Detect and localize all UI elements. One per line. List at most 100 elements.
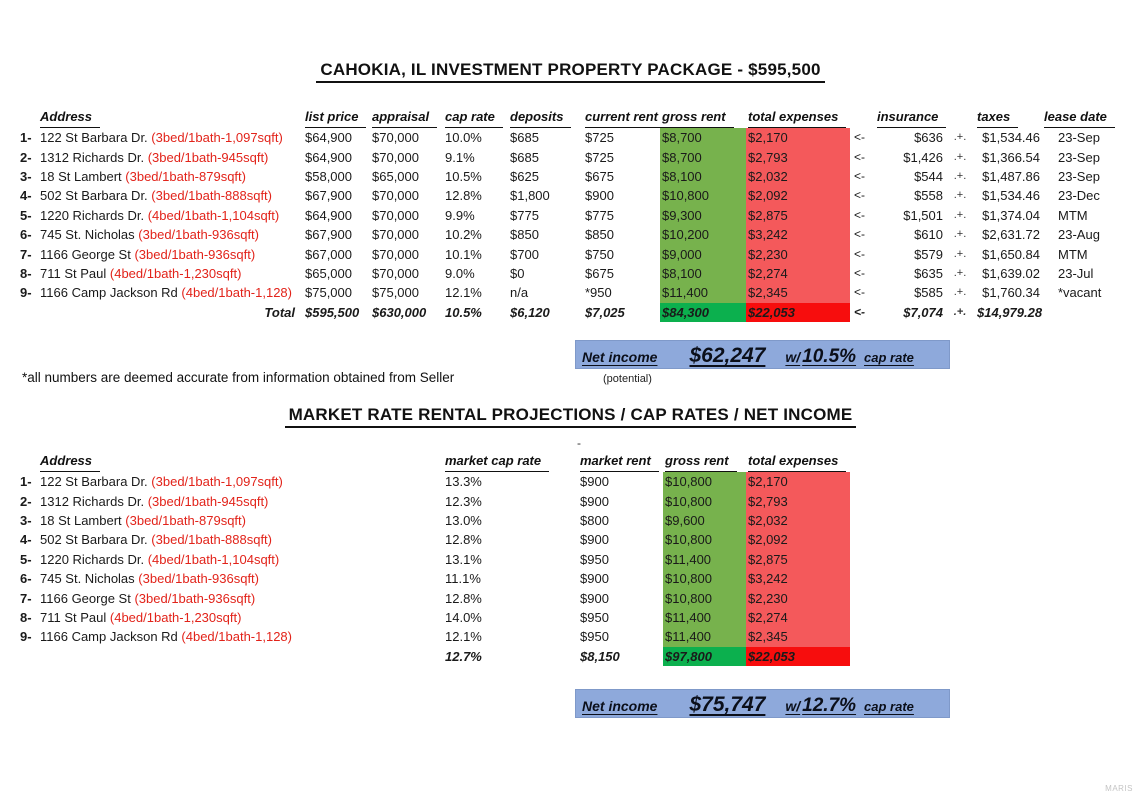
- appraisal-cell: $70,000: [372, 227, 419, 243]
- total-expenses-cell: $2,875: [746, 205, 850, 225]
- total-market-rent: $8,150: [580, 648, 620, 664]
- plus-separator: .+.: [953, 286, 967, 299]
- net-income-label: Net income: [582, 698, 658, 714]
- lease-date-cell: 23-Jul: [1058, 265, 1094, 281]
- arrow-left-icon: <-: [854, 285, 866, 300]
- list-price-cell: $67,900: [305, 227, 352, 243]
- insurance-cell: $544: [914, 168, 943, 184]
- cap-rate-cell: 10.0%: [445, 130, 482, 146]
- potential-note: (potential): [603, 373, 652, 385]
- total-label: Total: [264, 304, 295, 320]
- net-income-bar: Net income $75,747 w/ 12.7% cap rate: [575, 689, 950, 718]
- address-details: (3bed/1bath-936sqft): [138, 227, 259, 243]
- header-spacer: [18, 106, 38, 128]
- gross-rent-cell: $10,800: [663, 491, 746, 511]
- market-projections-table: Address market cap rate market rent gros…: [18, 450, 850, 666]
- deposits-cell: $1,800: [510, 188, 550, 204]
- address-details: (4bed/1bath-1,128): [181, 629, 292, 645]
- property-row: 1- 122 St Barbara Dr. (3bed/1bath-1,097s…: [18, 128, 1112, 148]
- gross-rent-cell: $9,000: [660, 244, 746, 264]
- current-rent-cell: $675: [585, 265, 614, 281]
- market-rent-cell: $800: [580, 512, 609, 528]
- row-number: 4-: [20, 188, 32, 204]
- arrow-left-icon: <-: [854, 265, 866, 280]
- total-expenses-cell: $2,230: [746, 588, 850, 608]
- section-title-text: MARKET RATE RENTAL PROJECTIONS / CAP RAT…: [284, 405, 857, 428]
- table-header-row: Address market cap rate market rent gros…: [18, 450, 850, 472]
- header-cap-rate: cap rate: [443, 106, 508, 128]
- list-price-cell: $75,000: [305, 285, 352, 301]
- address-text: 18 St Lambert: [40, 168, 122, 184]
- property-row: 2- 1312 Richards Dr. (3bed/1bath-945sqft…: [18, 147, 1112, 167]
- header-address: Address: [38, 106, 303, 128]
- property-row: 8- 711 St Paul (4bed/1bath-1,230sqft) $6…: [18, 263, 1112, 284]
- total-current-rent: $7,025: [585, 304, 625, 320]
- cap-rate-cell: 10.1%: [445, 246, 482, 262]
- address-cell: 18 St Lambert (3bed/1bath-879sqft): [38, 167, 303, 186]
- address-cell: 1166 Camp Jackson Rd (4bed/1bath-1,128): [38, 283, 303, 302]
- stray-dash: -: [577, 436, 581, 450]
- gross-rent-cell: $9,300: [660, 205, 746, 225]
- address-text: 1220 Richards Dr.: [40, 207, 145, 223]
- total-expenses-cell: $2,032: [746, 510, 850, 531]
- appraisal-cell: $70,000: [372, 207, 419, 223]
- insurance-cell: $1,501: [903, 207, 943, 223]
- address-details: (3bed/1bath-936sqft): [138, 571, 259, 587]
- deposits-cell: $625: [510, 168, 539, 184]
- deposits-cell: $700: [510, 246, 539, 262]
- property-row: 7- 1166 George St (3bed/1bath-936sqft) $…: [18, 244, 1112, 264]
- cap-rate-cell: 9.9%: [445, 207, 475, 223]
- total-expenses-cell: $2,170: [746, 472, 850, 492]
- address-details: (3bed/1bath-888sqft): [151, 188, 272, 204]
- header-spacer: [945, 106, 975, 128]
- projection-row: 4- 502 St Barbara Dr. (3bed/1bath-888sqf…: [18, 530, 850, 550]
- header-current-rent: current rent: [583, 106, 666, 128]
- address-cell: 711 St Paul (4bed/1bath-1,230sqft): [38, 608, 443, 627]
- cap-rate-cell: 10.5%: [445, 168, 482, 184]
- appraisal-cell: $70,000: [372, 149, 419, 165]
- property-row: 3- 18 St Lambert (3bed/1bath-879sqft) $5…: [18, 166, 1112, 187]
- total-expenses-cell: $3,242: [746, 224, 850, 245]
- gross-rent-cell: $10,800: [663, 472, 746, 492]
- address-details: (3bed/1bath-945sqft): [147, 149, 269, 165]
- plus-separator: .+.: [953, 189, 967, 202]
- header-taxes: taxes: [975, 106, 1042, 128]
- address-cell: 745 St. Nicholas (3bed/1bath-936sqft): [38, 569, 443, 588]
- total-expenses-cell: $2,230: [746, 244, 850, 264]
- total-expenses-cell: $2,793: [746, 491, 850, 511]
- address-text: 122 St Barbara Dr.: [40, 130, 148, 146]
- current-rent-cell: *950: [585, 285, 612, 301]
- address-details: (3bed/1bath-945sqft): [147, 493, 269, 509]
- taxes-cell: $2,631.72: [982, 227, 1040, 243]
- address-details: (3bed/1bath-1,097sqft): [151, 130, 283, 146]
- market-cap-rate-cell: 12.1%: [445, 629, 482, 645]
- list-price-cell: $67,900: [305, 188, 352, 204]
- address-cell: 1166 George St (3bed/1bath-936sqft): [38, 244, 303, 263]
- deposits-cell: $775: [510, 207, 539, 223]
- address-details: (4bed/1bath-1,230sqft): [109, 609, 242, 625]
- total-expenses-cell: $2,345: [746, 627, 850, 647]
- list-price-cell: $67,000: [305, 246, 352, 262]
- lease-date-cell: MTM: [1058, 207, 1088, 223]
- list-price-cell: $58,000: [305, 168, 352, 184]
- row-number: 3-: [20, 512, 32, 528]
- total-expenses-cell: $2,170: [746, 128, 850, 148]
- section-title: MARKET RATE RENTAL PROJECTIONS / CAP RAT…: [0, 405, 1141, 428]
- gross-rent-cell: $9,600: [663, 510, 746, 531]
- insurance-cell: $636: [914, 130, 943, 146]
- market-rent-cell: $900: [580, 571, 609, 587]
- lease-date-cell: *vacant: [1058, 285, 1102, 301]
- cap-rate-value: 10.5%: [802, 346, 857, 367]
- with-label: w/: [785, 698, 801, 714]
- plus-separator: .+.: [953, 247, 967, 260]
- cap-rate-label: cap rate: [864, 699, 914, 714]
- insurance-cell: $558: [914, 188, 943, 204]
- row-number: 9-: [20, 629, 32, 645]
- list-price-cell: $64,900: [305, 207, 352, 223]
- market-rent-cell: $950: [580, 551, 609, 567]
- property-row: 4- 502 St Barbara Dr. (3bed/1bath-888sqf…: [18, 186, 1112, 206]
- taxes-cell: $1,487.86: [982, 168, 1040, 184]
- header-lease-date: lease date: [1042, 106, 1115, 128]
- gross-rent-cell: $11,400: [660, 283, 746, 303]
- taxes-cell: $1,760.34: [982, 285, 1040, 301]
